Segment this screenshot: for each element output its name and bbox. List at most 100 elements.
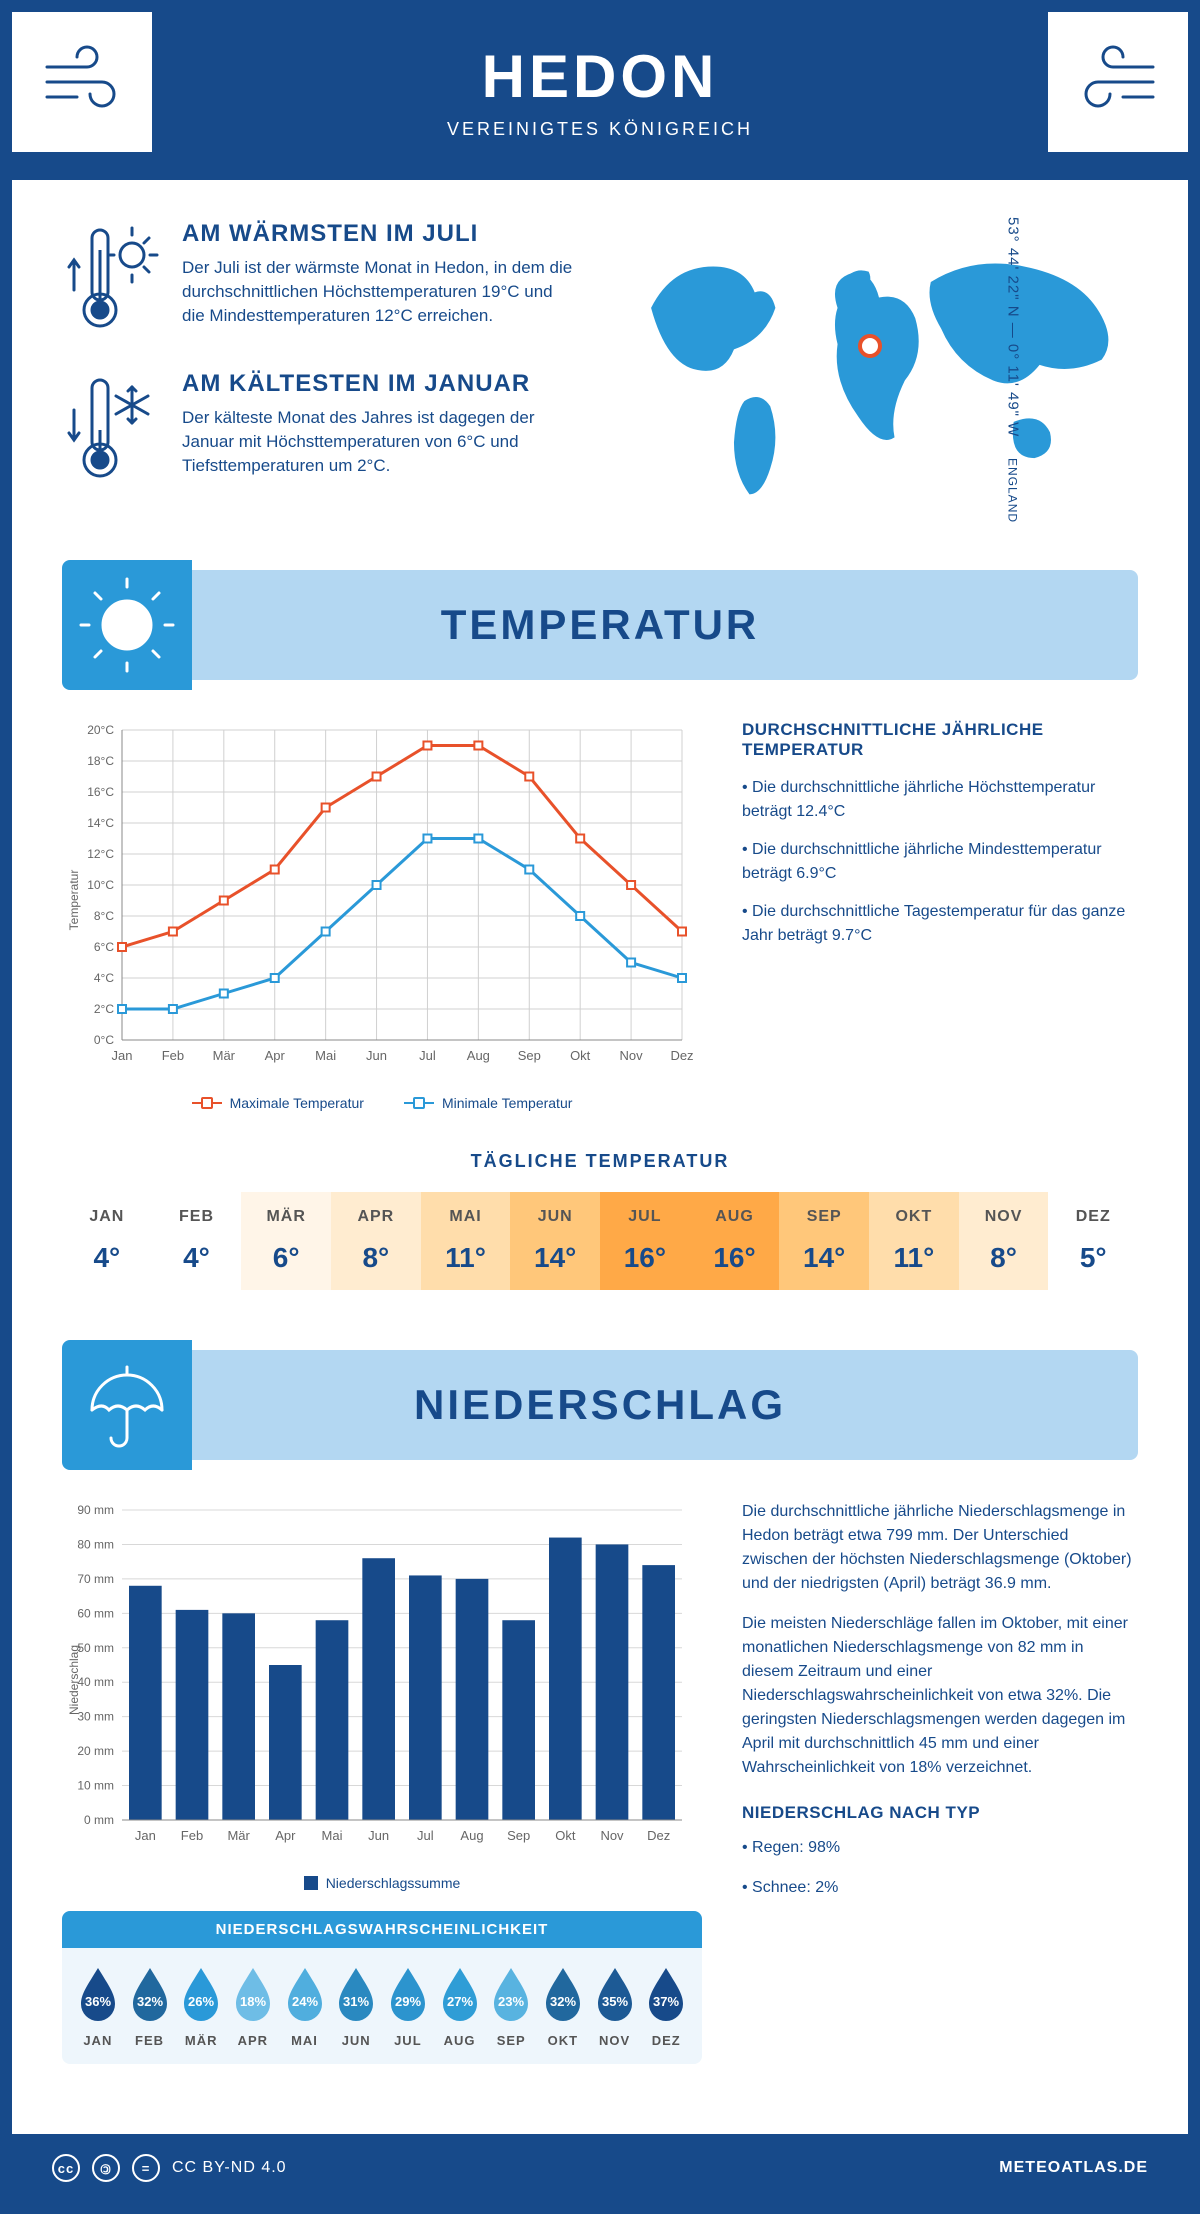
svg-text:8°C: 8°C xyxy=(94,909,114,923)
svg-text:18%: 18% xyxy=(240,1994,266,2009)
svg-text:Dez: Dez xyxy=(670,1048,693,1063)
svg-text:18°C: 18°C xyxy=(87,754,114,768)
daily-cell: NOV8° xyxy=(959,1192,1049,1290)
thermometer-snow-icon xyxy=(62,370,162,490)
svg-text:Okt: Okt xyxy=(570,1048,591,1063)
svg-text:27%: 27% xyxy=(447,1994,473,2009)
svg-text:6°C: 6°C xyxy=(94,940,114,954)
svg-text:29%: 29% xyxy=(395,1994,421,2009)
svg-text:20°C: 20°C xyxy=(87,723,114,737)
svg-text:60 mm: 60 mm xyxy=(77,1606,114,1620)
temperature-section-header: TEMPERATUR xyxy=(62,570,1138,680)
svg-text:32%: 32% xyxy=(136,1994,162,2009)
svg-text:26%: 26% xyxy=(188,1994,214,2009)
coordinates-label: 53° 44' 22" N — 0° 11' 49" W ENGLAND xyxy=(1004,217,1021,523)
daily-cell: SEP14° xyxy=(779,1192,869,1290)
svg-text:30 mm: 30 mm xyxy=(77,1710,114,1724)
license-label: CC BY-ND 4.0 xyxy=(172,2159,287,2177)
daily-cell: JUL16° xyxy=(600,1192,690,1290)
temperature-title: TEMPERATUR xyxy=(441,601,760,649)
svg-text:90 mm: 90 mm xyxy=(77,1503,114,1517)
svg-text:32%: 32% xyxy=(550,1994,576,2009)
svg-text:Jan: Jan xyxy=(135,1828,156,1843)
world-map: 53° 44' 22" N — 0° 11' 49" W ENGLAND xyxy=(620,220,1138,520)
daily-temp-strip: JAN4°FEB4°MÄR6°APR8°MAI11°JUN14°JUL16°AU… xyxy=(62,1192,1138,1290)
temp-legend: Maximale Temperatur Minimale Temperatur xyxy=(62,1095,702,1111)
svg-text:10°C: 10°C xyxy=(87,878,114,892)
header: HEDON VEREINIGTES KÖNIGREICH xyxy=(12,12,1188,180)
wind-icon-right xyxy=(1048,12,1188,152)
probability-drop: 18%APR xyxy=(227,1964,279,2048)
svg-text:Nov: Nov xyxy=(620,1048,644,1063)
svg-text:Temperatur: Temperatur xyxy=(67,870,81,931)
svg-text:4°C: 4°C xyxy=(94,971,114,985)
svg-text:20 mm: 20 mm xyxy=(77,1744,114,1758)
svg-text:Nov: Nov xyxy=(600,1828,624,1843)
probability-drop: 35%NOV xyxy=(589,1964,641,2048)
svg-text:Okt: Okt xyxy=(555,1828,576,1843)
daily-cell: APR8° xyxy=(331,1192,421,1290)
precipitation-probability-box: NIEDERSCHLAGSWAHRSCHEINLICHKEIT 36%JAN32… xyxy=(62,1911,702,2064)
svg-text:Feb: Feb xyxy=(181,1828,203,1843)
svg-text:Apr: Apr xyxy=(275,1828,296,1843)
probability-drop: 36%JAN xyxy=(72,1964,124,2048)
svg-text:12°C: 12°C xyxy=(87,847,114,861)
temperature-info: DURCHSCHNITTLICHE JÄHRLICHE TEMPERATUR •… xyxy=(742,720,1138,1111)
svg-text:23%: 23% xyxy=(498,1994,524,2009)
svg-text:Aug: Aug xyxy=(460,1828,483,1843)
by-icon: 🄯 xyxy=(92,2154,120,2182)
svg-text:Sep: Sep xyxy=(507,1828,530,1843)
svg-text:14°C: 14°C xyxy=(87,816,114,830)
probability-drop: 37%DEZ xyxy=(640,1964,692,2048)
nd-icon: = xyxy=(132,2154,160,2182)
warmest-block: AM WÄRMSTEN IM JULI Der Juli ist der wär… xyxy=(62,220,580,340)
precipitation-info: Die durchschnittliche jährliche Niedersc… xyxy=(742,1500,1138,2064)
daily-cell: MAI11° xyxy=(421,1192,511,1290)
daily-cell: JAN4° xyxy=(62,1192,152,1290)
svg-text:Mai: Mai xyxy=(315,1048,336,1063)
footer: cc 🄯 = CC BY-ND 4.0 METEOATLAS.DE xyxy=(12,2134,1188,2202)
svg-text:40 mm: 40 mm xyxy=(77,1675,114,1689)
daily-cell: MÄR6° xyxy=(241,1192,331,1290)
probability-drop: 26%MÄR xyxy=(175,1964,227,2048)
city-title: HEDON xyxy=(32,42,1168,111)
svg-text:Sep: Sep xyxy=(518,1048,541,1063)
country-subtitle: VEREINIGTES KÖNIGREICH xyxy=(32,119,1168,140)
daily-cell: JUN14° xyxy=(510,1192,600,1290)
daily-cell: FEB4° xyxy=(152,1192,242,1290)
coldest-text: Der kälteste Monat des Jahres ist dagege… xyxy=(182,406,580,477)
warmest-text: Der Juli ist der wärmste Monat in Hedon,… xyxy=(182,256,580,327)
svg-text:0°C: 0°C xyxy=(94,1033,114,1047)
wind-icon-left xyxy=(12,12,152,152)
umbrella-icon xyxy=(62,1340,192,1470)
svg-text:Apr: Apr xyxy=(265,1048,286,1063)
svg-text:Jul: Jul xyxy=(419,1048,436,1063)
svg-text:Mai: Mai xyxy=(322,1828,343,1843)
temperature-line-chart: 0°C 2°C 4°C 6°C 8°C 10°C 12°C 14°C 16°C 18°C 20°C J… xyxy=(62,720,702,1080)
coldest-title: AM KÄLTESTEN IM JANUAR xyxy=(182,370,580,398)
svg-text:37%: 37% xyxy=(653,1994,679,2009)
svg-text:Niederschlag: Niederschlag xyxy=(67,1645,81,1715)
svg-text:Jul: Jul xyxy=(417,1828,434,1843)
precipitation-section-header: NIEDERSCHLAG xyxy=(62,1350,1138,1460)
probability-drop: 27%AUG xyxy=(434,1964,486,2048)
thermometer-sun-icon xyxy=(62,220,162,340)
svg-text:80 mm: 80 mm xyxy=(77,1537,114,1551)
svg-text:70 mm: 70 mm xyxy=(77,1572,114,1586)
svg-text:2°C: 2°C xyxy=(94,1002,114,1016)
svg-text:10 mm: 10 mm xyxy=(77,1779,114,1793)
svg-text:Jun: Jun xyxy=(368,1828,389,1843)
probability-drop: 31%JUN xyxy=(330,1964,382,2048)
svg-text:Mär: Mär xyxy=(227,1828,250,1843)
precip-legend: Niederschlagssumme xyxy=(62,1875,702,1891)
probability-drop: 32%OKT xyxy=(537,1964,589,2048)
probability-drop: 23%SEP xyxy=(485,1964,537,2048)
probability-drop: 24%MAI xyxy=(279,1964,331,2048)
svg-text:0 mm: 0 mm xyxy=(84,1813,114,1827)
warmest-title: AM WÄRMSTEN IM JULI xyxy=(182,220,580,248)
svg-text:16°C: 16°C xyxy=(87,785,114,799)
precipitation-bar-chart: 0 mm10 mm20 mm30 mm40 mm50 mm60 mm70 mm8… xyxy=(62,1500,702,1860)
daily-cell: OKT11° xyxy=(869,1192,959,1290)
svg-text:Jun: Jun xyxy=(366,1048,387,1063)
infographic-page: HEDON VEREINIGTES KÖNIGREICH AM WÄRMSTEN… xyxy=(0,0,1200,2214)
